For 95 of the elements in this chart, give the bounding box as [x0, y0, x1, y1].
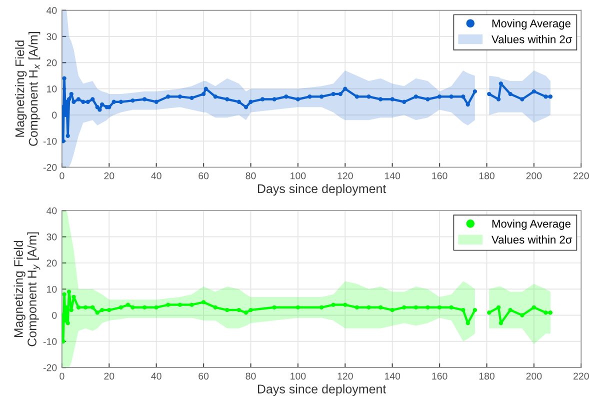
x-tick-label: 60 — [198, 172, 209, 180]
y-tick-label: -10 — [43, 138, 57, 145]
point — [449, 305, 454, 310]
y-tick-label: 20 — [46, 260, 57, 267]
y-tick-label: 40 — [46, 7, 57, 14]
point — [142, 305, 147, 310]
point — [248, 308, 253, 312]
y-tick-label: 10 — [47, 286, 57, 293]
point — [225, 308, 230, 312]
y-tick-label: 20 — [46, 59, 57, 66]
point — [466, 321, 470, 326]
point — [213, 305, 218, 310]
x-tick-label: 120 — [338, 172, 353, 180]
point — [532, 305, 536, 310]
x-tick-label: 100 — [290, 172, 306, 180]
y-tick-label: -20 — [43, 164, 57, 171]
x-tick-label: 20 — [104, 172, 114, 180]
y-tick-label: 40 — [46, 207, 57, 214]
y-tick-label: 30 — [46, 234, 57, 240]
x-tick-label: 20 — [104, 372, 114, 380]
x-tick-label: 140 — [384, 372, 400, 380]
point — [343, 302, 348, 307]
point — [296, 305, 300, 310]
point — [236, 308, 242, 312]
y-tick-label: 0 — [52, 112, 57, 119]
annotation: Values within 2σ — [492, 235, 572, 244]
point — [76, 305, 81, 310]
point — [548, 310, 553, 315]
point — [118, 305, 124, 310]
point — [390, 308, 394, 312]
point — [90, 305, 95, 310]
x-tick-label: 40 — [151, 372, 162, 380]
point — [498, 321, 503, 326]
x-tick-label: 80 — [246, 372, 256, 380]
x-tick-label: 120 — [338, 372, 353, 380]
point — [66, 290, 72, 294]
point — [95, 310, 100, 315]
y-tick-label: -20 — [43, 364, 57, 372]
x-axis-title: Days since deployment — [258, 184, 386, 196]
point — [126, 302, 130, 307]
point — [366, 305, 371, 310]
y-axis-title: Magnetizing Field Component H$_{y}$ [A/m] — [14, 232, 40, 346]
x-tick-label: 180 — [479, 172, 494, 180]
annotation: Values within 2σ — [492, 35, 572, 44]
point — [354, 305, 360, 310]
point — [272, 305, 276, 310]
point — [107, 308, 112, 312]
point — [130, 305, 135, 310]
x-tick-label: 180 — [479, 372, 494, 380]
x-tick-label: 80 — [246, 172, 256, 180]
x-tick-label: 40 — [151, 172, 162, 180]
y-tick-label: -10 — [43, 338, 57, 346]
x-tick-label: 0 — [60, 172, 64, 180]
point — [319, 305, 324, 310]
x-tick-label: 200 — [526, 172, 542, 180]
point — [472, 308, 478, 312]
x-tick-label: 160 — [432, 372, 448, 380]
y-tick-label: 10 — [47, 86, 57, 92]
legend-label: Moving Average — [492, 220, 570, 230]
point — [487, 310, 492, 315]
point — [166, 302, 170, 307]
x-tick-label: 160 — [432, 172, 448, 180]
point — [378, 305, 383, 310]
point — [496, 305, 501, 310]
x-tick-label: 140 — [384, 172, 400, 180]
point — [414, 305, 418, 310]
point — [437, 305, 442, 310]
point — [178, 302, 182, 307]
x-tick-label: 220 — [574, 372, 589, 380]
x-axis-title: Days since deployment — [258, 384, 386, 396]
point — [83, 305, 88, 310]
point — [461, 308, 466, 312]
point — [331, 302, 336, 307]
point — [244, 310, 248, 315]
point — [508, 308, 512, 312]
y-tick-label: 30 — [46, 33, 57, 40]
point — [66, 321, 70, 326]
x-tick-label: 220 — [574, 172, 589, 180]
x-tick-label: 60 — [198, 372, 209, 380]
point — [69, 308, 74, 312]
point — [154, 305, 158, 310]
point — [544, 310, 548, 315]
point — [520, 313, 524, 318]
x-tick-label: 0 — [60, 372, 64, 380]
y-axis-title: Magnetizing Field Component H$_{x}$ [A/m] — [15, 32, 40, 146]
point — [100, 308, 104, 312]
point — [402, 305, 406, 310]
point — [426, 305, 430, 310]
legend-label: Moving Average — [492, 19, 570, 30]
y-tick-label: 0 — [52, 312, 57, 319]
x-tick-label: 200 — [526, 372, 542, 380]
point — [201, 300, 206, 304]
x-tick-label: 100 — [290, 372, 306, 380]
point — [190, 302, 194, 307]
point — [62, 292, 66, 296]
